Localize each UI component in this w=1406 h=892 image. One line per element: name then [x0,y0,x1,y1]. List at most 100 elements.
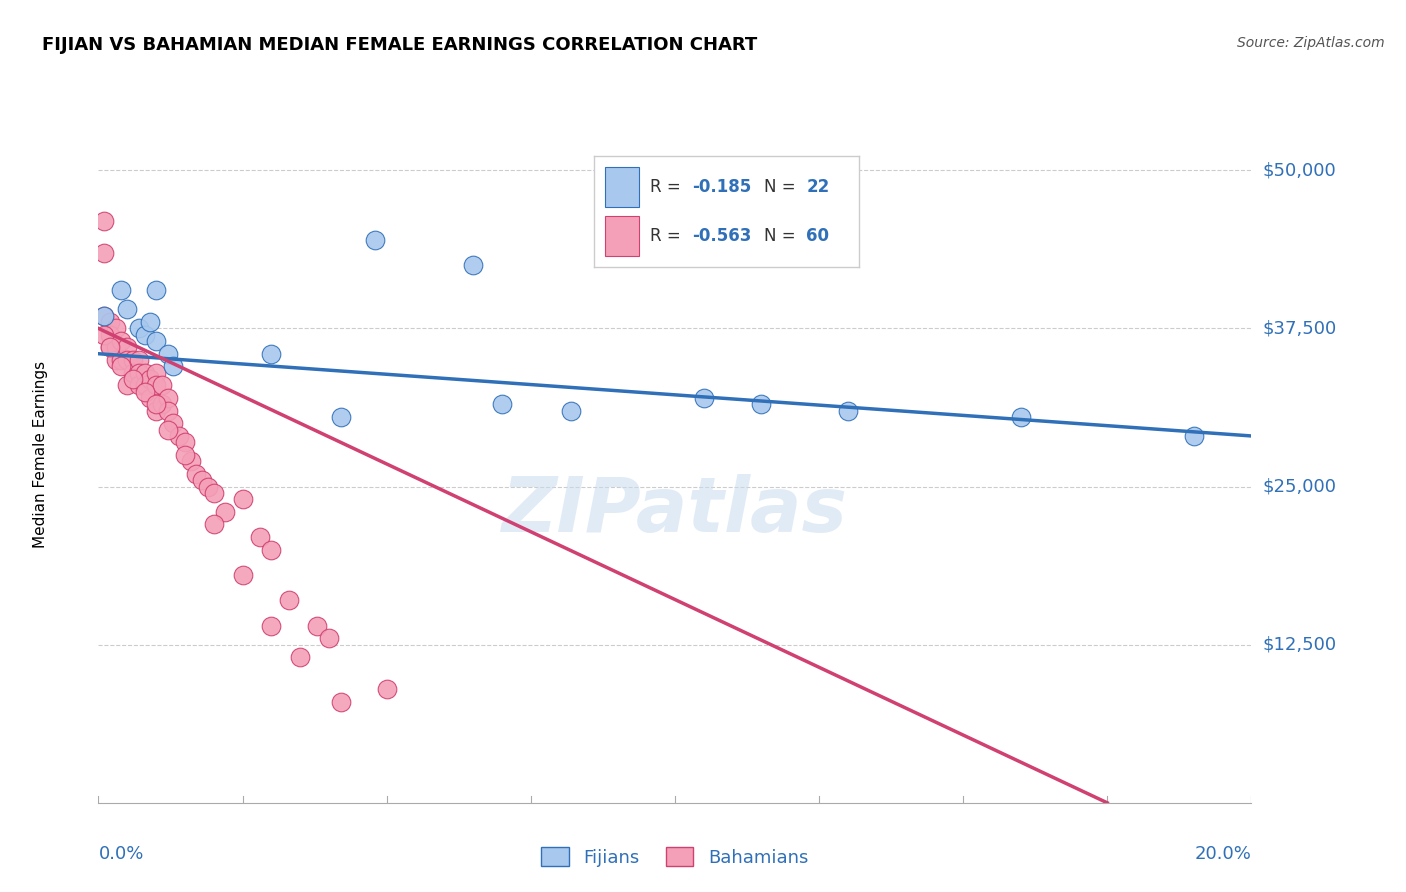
Point [231,492,254,507]
Text: R =: R = [650,178,686,196]
Point [174,435,197,450]
Point [329,409,352,424]
Text: 20.0%: 20.0% [1195,845,1251,863]
Point [122,353,145,368]
Point [117,378,138,392]
Text: R =: R = [650,227,686,245]
Point [202,517,225,532]
Point [260,347,283,361]
Point [156,403,179,417]
Point [560,403,582,417]
Point [145,366,167,380]
Text: N =: N = [763,178,801,196]
Text: -0.185: -0.185 [692,178,752,196]
Point [156,391,179,405]
Point [751,397,773,411]
Point [93,214,115,228]
Text: $25,000: $25,000 [1263,477,1337,496]
Point [461,258,484,272]
Point [93,245,115,260]
Point [110,284,132,298]
Point [104,340,127,354]
Point [128,321,150,335]
FancyBboxPatch shape [605,167,640,207]
Text: -0.563: -0.563 [692,227,752,245]
Point [290,650,312,665]
Point [318,632,340,646]
Point [98,327,121,342]
Point [180,454,202,468]
Point [128,366,150,380]
Point [139,315,162,329]
Point [307,618,329,632]
Text: $50,000: $50,000 [1263,161,1336,179]
Point [162,359,184,374]
Point [93,327,115,342]
Point [191,473,214,487]
Point [156,423,179,437]
Text: N =: N = [763,227,801,245]
Point [837,403,859,417]
Point [260,618,283,632]
Point [260,542,283,557]
Point [197,479,219,493]
Point [375,681,398,696]
Point [139,391,162,405]
Point [117,302,138,317]
Point [202,486,225,500]
Point [249,530,271,544]
FancyBboxPatch shape [605,216,640,256]
Point [1010,409,1032,424]
Point [145,378,167,392]
Point [231,568,254,582]
Point [104,321,127,335]
Point [167,429,190,443]
Point [104,353,127,368]
Point [277,593,299,607]
Point [150,397,173,411]
Point [93,309,115,323]
Point [150,378,173,392]
Point [145,334,167,348]
Text: 0.0%: 0.0% [98,845,143,863]
Point [122,372,145,386]
Point [1182,429,1205,443]
Point [606,239,628,253]
Point [145,397,167,411]
Point [145,284,167,298]
Point [162,417,184,431]
Point [110,334,132,348]
Point [98,315,121,329]
Point [117,340,138,354]
Text: 22: 22 [806,178,830,196]
Legend: Fijians, Bahamians: Fijians, Bahamians [534,840,815,874]
Point [128,378,150,392]
Text: 60: 60 [806,227,830,245]
Point [93,309,115,323]
Point [145,403,167,417]
Point [186,467,208,481]
Point [117,353,138,368]
Point [174,448,197,462]
Point [128,353,150,368]
Point [98,340,121,354]
Point [214,505,236,519]
Text: $37,500: $37,500 [1263,319,1337,337]
Point [329,695,352,709]
Point [110,359,132,374]
Text: ZIPatlas: ZIPatlas [502,474,848,548]
Text: Source: ZipAtlas.com: Source: ZipAtlas.com [1237,36,1385,50]
Point [693,391,716,405]
Point [364,233,387,247]
Text: Median Female Earnings: Median Female Earnings [34,361,48,549]
Text: FIJIAN VS BAHAMIAN MEDIAN FEMALE EARNINGS CORRELATION CHART: FIJIAN VS BAHAMIAN MEDIAN FEMALE EARNING… [42,36,758,54]
Point [98,340,121,354]
Point [134,327,156,342]
Point [491,397,513,411]
Point [110,353,132,368]
Point [139,372,162,386]
Point [134,378,156,392]
Point [134,366,156,380]
Point [156,347,179,361]
Point [134,384,156,399]
